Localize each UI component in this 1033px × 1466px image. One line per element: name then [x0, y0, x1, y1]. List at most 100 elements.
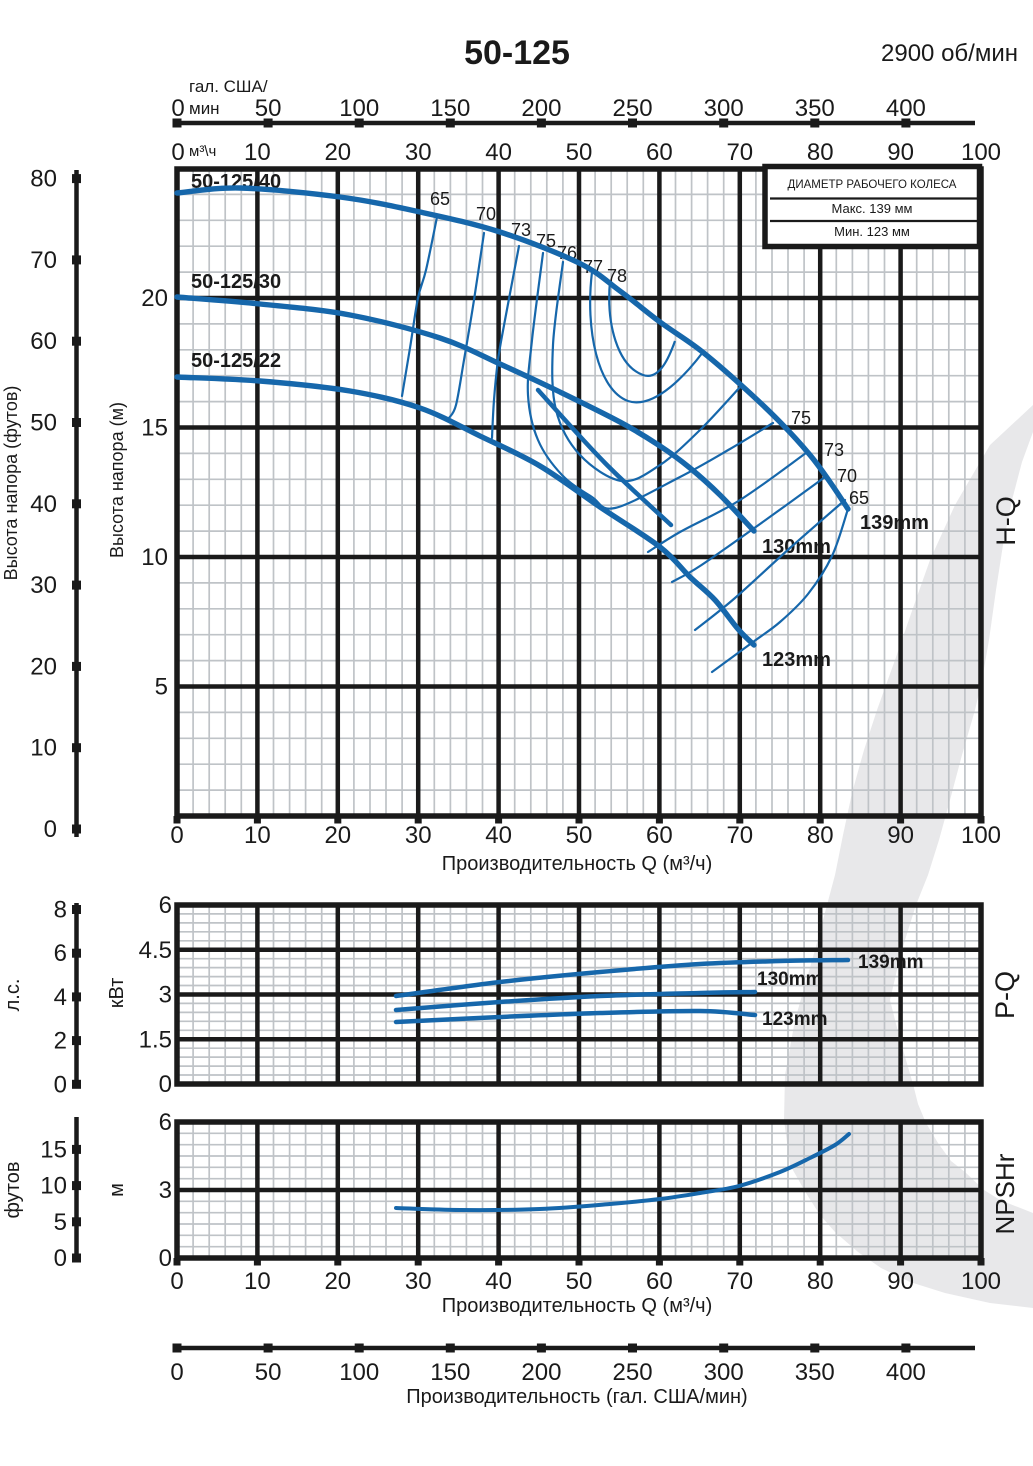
- svg-text:л.с.: л.с.: [2, 979, 24, 1012]
- svg-text:100: 100: [339, 1359, 379, 1386]
- svg-text:0: 0: [44, 816, 57, 843]
- svg-text:60: 60: [646, 822, 673, 849]
- svg-text:м: м: [106, 1183, 128, 1197]
- svg-text:30: 30: [30, 572, 57, 599]
- svg-text:ДИАМЕТР РАБОЧЕГО КОЛЕСА: ДИАМЕТР РАБОЧЕГО КОЛЕСА: [788, 179, 957, 191]
- svg-text:50: 50: [566, 1268, 593, 1295]
- svg-text:15: 15: [40, 1136, 67, 1163]
- svg-text:130mm: 130mm: [757, 969, 823, 990]
- svg-text:78: 78: [607, 266, 627, 286]
- svg-text:0: 0: [170, 1268, 183, 1295]
- svg-text:6: 6: [54, 940, 67, 967]
- svg-text:100: 100: [339, 95, 379, 122]
- svg-text:Макс. 139 мм: Макс. 139 мм: [832, 201, 913, 216]
- svg-text:5: 5: [54, 1209, 67, 1236]
- svg-text:4: 4: [54, 984, 67, 1011]
- svg-text:80: 80: [807, 139, 834, 166]
- svg-text:Производительность (гал. США/м: Производительность (гал. США/мин): [406, 1386, 747, 1408]
- svg-text:футов: футов: [2, 1162, 24, 1219]
- svg-text:0: 0: [171, 95, 184, 122]
- svg-text:73: 73: [824, 440, 844, 460]
- svg-text:50-125/22: 50-125/22: [191, 350, 281, 372]
- svg-text:Высота напора (футов): Высота напора (футов): [1, 386, 21, 581]
- svg-text:8: 8: [54, 897, 67, 924]
- svg-text:123mm: 123mm: [762, 1009, 828, 1030]
- svg-text:150: 150: [430, 1359, 470, 1386]
- svg-text:3: 3: [159, 982, 172, 1009]
- svg-text:30: 30: [405, 1268, 432, 1295]
- svg-text:65: 65: [849, 488, 869, 508]
- svg-text:20: 20: [324, 139, 351, 166]
- svg-text:гал. США/: гал. США/: [189, 77, 268, 96]
- svg-text:Производительность Q (м³/ч): Производительность Q (м³/ч): [442, 1295, 713, 1317]
- svg-text:80: 80: [30, 166, 57, 193]
- svg-text:139mm: 139mm: [858, 952, 924, 973]
- svg-text:0: 0: [171, 139, 184, 166]
- svg-text:10: 10: [244, 822, 271, 849]
- svg-text:10: 10: [141, 544, 168, 571]
- svg-text:50-125/30: 50-125/30: [191, 271, 281, 293]
- svg-text:Мин. 123 мм: Мин. 123 мм: [834, 224, 910, 239]
- svg-text:130mm: 130mm: [762, 536, 831, 558]
- svg-text:кВт: кВт: [106, 978, 128, 1009]
- svg-text:75: 75: [791, 408, 811, 428]
- svg-text:100: 100: [961, 1268, 1001, 1295]
- svg-text:65: 65: [430, 189, 450, 209]
- svg-text:400: 400: [886, 95, 926, 122]
- svg-text:30: 30: [405, 822, 432, 849]
- svg-text:P-Q: P-Q: [990, 971, 1020, 1019]
- svg-text:200: 200: [521, 95, 561, 122]
- svg-text:0: 0: [159, 1245, 172, 1272]
- svg-text:250: 250: [613, 1359, 653, 1386]
- svg-text:20: 20: [30, 653, 57, 680]
- svg-text:70: 70: [726, 139, 753, 166]
- svg-text:350: 350: [795, 1359, 835, 1386]
- svg-text:м³\ч: м³\ч: [189, 143, 216, 160]
- svg-text:300: 300: [704, 1359, 744, 1386]
- svg-text:3: 3: [159, 1177, 172, 1204]
- svg-text:NPSHr: NPSHr: [990, 1153, 1020, 1234]
- svg-text:6: 6: [159, 1109, 172, 1136]
- svg-text:70: 70: [476, 204, 496, 224]
- svg-text:1.5: 1.5: [139, 1026, 172, 1053]
- svg-text:30: 30: [405, 139, 432, 166]
- svg-text:40: 40: [30, 491, 57, 518]
- svg-text:250: 250: [613, 95, 653, 122]
- svg-text:80: 80: [807, 822, 834, 849]
- svg-text:150: 150: [430, 95, 470, 122]
- svg-text:50: 50: [566, 822, 593, 849]
- svg-text:10: 10: [40, 1173, 67, 1200]
- svg-text:20: 20: [324, 1268, 351, 1295]
- svg-text:2900 об/мин: 2900 об/мин: [881, 40, 1018, 67]
- svg-text:90: 90: [887, 139, 914, 166]
- svg-text:0: 0: [170, 822, 183, 849]
- svg-text:H-Q: H-Q: [991, 496, 1021, 546]
- svg-text:123mm: 123mm: [762, 649, 831, 671]
- svg-text:60: 60: [30, 328, 57, 355]
- svg-text:100: 100: [961, 139, 1001, 166]
- svg-text:2: 2: [54, 1028, 67, 1055]
- svg-text:20: 20: [324, 822, 351, 849]
- svg-text:70: 70: [30, 247, 57, 274]
- svg-text:Производительность Q (м³/ч): Производительность Q (м³/ч): [442, 853, 713, 875]
- svg-text:50-125: 50-125: [464, 34, 570, 72]
- svg-text:10: 10: [244, 139, 271, 166]
- svg-text:50: 50: [30, 410, 57, 437]
- svg-text:70: 70: [726, 822, 753, 849]
- svg-text:70: 70: [837, 466, 857, 486]
- svg-text:10: 10: [30, 735, 57, 762]
- svg-text:40: 40: [485, 1268, 512, 1295]
- svg-text:60: 60: [646, 1268, 673, 1295]
- svg-text:15: 15: [141, 415, 168, 442]
- svg-text:0: 0: [54, 1245, 67, 1272]
- svg-text:0: 0: [54, 1071, 67, 1098]
- svg-text:80: 80: [807, 1268, 834, 1295]
- svg-text:50: 50: [566, 139, 593, 166]
- svg-text:139mm: 139mm: [860, 512, 929, 534]
- svg-text:350: 350: [795, 95, 835, 122]
- svg-text:90: 90: [887, 822, 914, 849]
- svg-text:200: 200: [521, 1359, 561, 1386]
- svg-text:0: 0: [170, 1359, 183, 1386]
- svg-text:0: 0: [159, 1071, 172, 1098]
- svg-text:40: 40: [485, 139, 512, 166]
